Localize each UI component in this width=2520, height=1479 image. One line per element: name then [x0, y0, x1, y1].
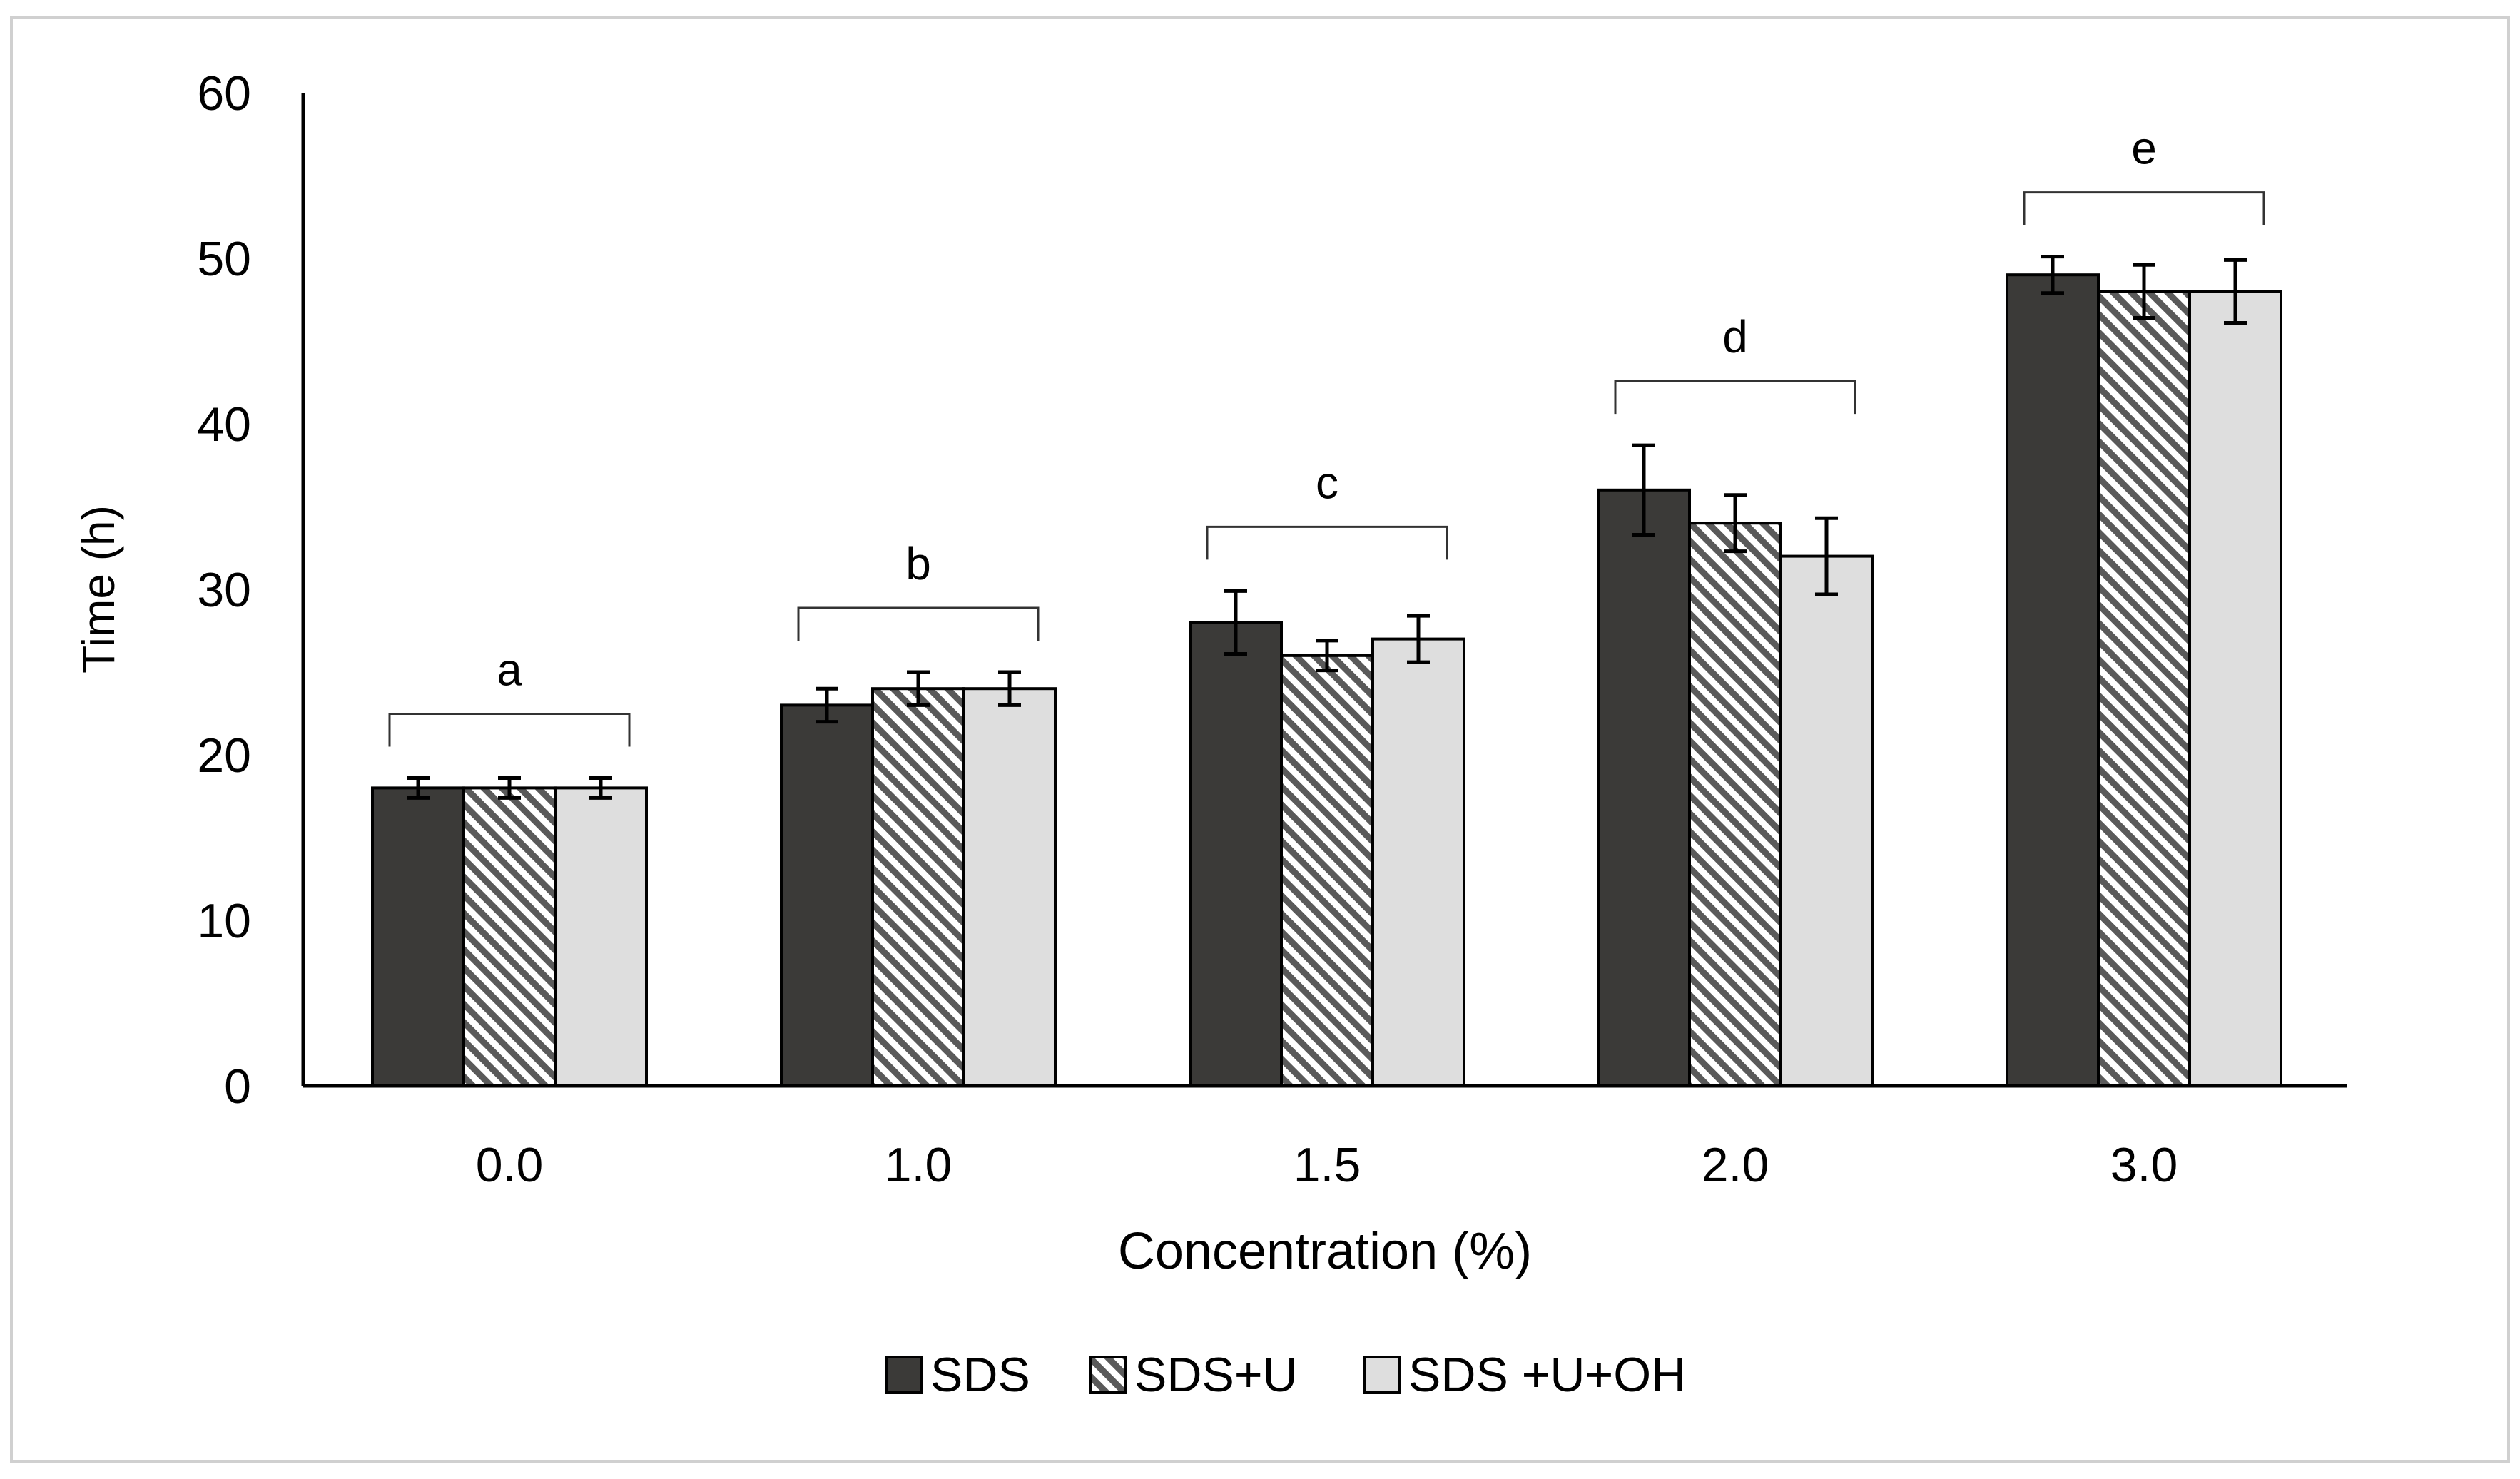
- legend-label-sds-u: SDS+U: [1134, 1348, 1298, 1402]
- bar-sds-0-0: [371, 786, 465, 1088]
- bar-sds-u-1-0: [871, 687, 965, 1087]
- y-axis-label: Time (h): [73, 505, 124, 674]
- bar-sds-1-0: [780, 703, 874, 1087]
- bar-sds-2-0: [1597, 488, 1691, 1087]
- bracket-label-e: e: [2131, 123, 2157, 174]
- y-tick-label-0: 0: [224, 1059, 251, 1114]
- legend-swatch-sds: [885, 1356, 923, 1394]
- x-tick-label-1-0: 1.0: [885, 1138, 952, 1192]
- y-tick-label-60: 60: [197, 66, 251, 121]
- error-bar-sds-u-1-5: [1316, 639, 1338, 673]
- x-axis-label: Concentration (%): [1118, 1223, 1532, 1280]
- legend-swatch-sds-u-oh: [1363, 1356, 1401, 1394]
- tick-labels-layer: 0 10 20 30 40 50 60 0.0 1.0 1.5 2.0 3.0: [197, 66, 2178, 1192]
- y-tick-label-10: 10: [197, 894, 251, 948]
- bar-sds-u-oh-1-0: [962, 687, 1057, 1087]
- bar-sds-u-3-0: [2097, 290, 2191, 1087]
- bar-sds-u-oh-0-0: [554, 786, 648, 1088]
- legend-entry-sds-u: SDS+U: [1089, 1348, 1298, 1402]
- bracket-line-c: [1206, 525, 1448, 560]
- error-bar-sds-u-oh-2-0: [1815, 516, 1838, 596]
- bracket-label-a: a: [497, 644, 522, 695]
- y-tick-label-30: 30: [197, 563, 251, 617]
- legend: SDS SDS+U SDS +U+OH: [885, 1348, 1686, 1402]
- error-bar-sds-u-oh-3-0: [2224, 258, 2247, 325]
- bar-sds-u-oh-2-0: [1779, 554, 1874, 1087]
- legend-entry-sds: SDS: [885, 1348, 1030, 1402]
- y-tick-label-20: 20: [197, 728, 251, 783]
- error-bar-sds-u-oh-1-0: [998, 670, 1021, 707]
- bar-sds-1-5: [1189, 621, 1283, 1087]
- error-bar-sds-1-5: [1224, 589, 1247, 656]
- y-tick-label-50: 50: [197, 232, 251, 286]
- significance-brackets-layer: a b c d e: [388, 123, 2265, 747]
- bracket-line-b: [797, 606, 1040, 641]
- error-bar-sds-3-0: [2041, 255, 2064, 295]
- bracket-label-b: b: [905, 538, 931, 589]
- bar-sds-3-0: [2006, 273, 2100, 1088]
- x-tick-label-3-0: 3.0: [2110, 1138, 2178, 1192]
- bracket-e: e: [2023, 123, 2265, 225]
- bracket-label-c: c: [1316, 457, 1338, 508]
- bracket-line-a: [388, 712, 631, 747]
- legend-label-sds: SDS: [930, 1348, 1030, 1402]
- legend-label-sds-u-oh: SDS +U+OH: [1408, 1348, 1686, 1402]
- legend-entry-sds-u-oh: SDS +U+OH: [1363, 1348, 1686, 1402]
- bracket-a: a: [388, 644, 631, 747]
- error-bar-sds-u-2-0: [1724, 493, 1747, 554]
- bar-sds-u-0-0: [462, 786, 557, 1088]
- error-bar-sds-u-0-0: [498, 776, 521, 800]
- error-bars-layer: [407, 255, 2247, 800]
- bar-sds-u-2-0: [1688, 522, 1782, 1087]
- bar-sds-u-oh-3-0: [2188, 290, 2282, 1087]
- y-tick-label-40: 40: [197, 397, 251, 452]
- bracket-c: c: [1206, 457, 1448, 560]
- error-bar-sds-u-3-0: [2133, 263, 2155, 320]
- x-tick-label-0-0: 0.0: [476, 1138, 544, 1192]
- bracket-d: d: [1614, 311, 1856, 415]
- bar-sds-u-1-5: [1280, 654, 1374, 1087]
- error-bar-sds-u-oh-0-0: [589, 776, 612, 800]
- bracket-line-d: [1614, 380, 1856, 415]
- error-bar-sds-1-0: [816, 686, 838, 724]
- bars-layer: [371, 273, 2282, 1088]
- bar-sds-u-oh-1-5: [1371, 637, 1465, 1087]
- error-bar-sds-0-0: [407, 776, 430, 800]
- bracket-b: b: [797, 538, 1040, 641]
- axes-layer: [301, 93, 2347, 1088]
- error-bar-sds-u-oh-1-5: [1407, 614, 1430, 664]
- x-tick-label-2-0: 2.0: [1702, 1138, 1769, 1192]
- error-bar-sds-u-1-0: [907, 670, 930, 707]
- x-tick-label-1-5: 1.5: [1294, 1138, 1361, 1192]
- bracket-line-e: [2023, 191, 2265, 225]
- legend-swatch-sds-u: [1089, 1356, 1127, 1394]
- error-bar-sds-2-0: [1632, 443, 1655, 537]
- bracket-label-d: d: [1722, 311, 1748, 362]
